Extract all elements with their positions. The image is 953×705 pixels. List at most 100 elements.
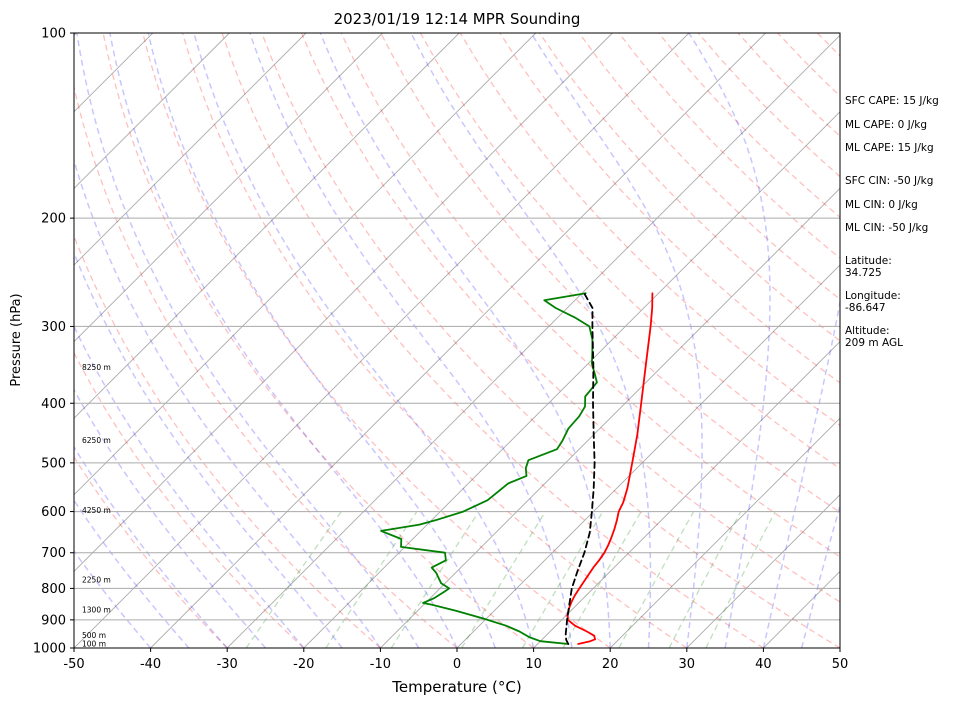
moist-adiabat bbox=[76, 33, 420, 648]
altitude-value: 209 m AGL bbox=[845, 337, 903, 349]
mixing-ratio-line bbox=[705, 511, 776, 648]
moist-adiabat bbox=[762, 298, 840, 648]
dry-adiabat bbox=[102, 33, 534, 648]
temperature-line bbox=[566, 292, 654, 645]
mixing-ratio-line bbox=[325, 511, 418, 648]
isotherm-line bbox=[150, 33, 766, 648]
y-tick-label: 400 bbox=[41, 397, 66, 412]
dry-adiabat bbox=[74, 351, 305, 648]
latitude-value: 34.725 bbox=[845, 267, 882, 279]
isotherm-line bbox=[74, 33, 613, 573]
dry-adiabat bbox=[181, 33, 688, 648]
mixing-ratio-line bbox=[668, 511, 742, 648]
ml-cin-text-2: ML CIN: -50 J/kg bbox=[845, 222, 929, 234]
x-tick-label: -40 bbox=[140, 657, 161, 672]
isotherm-line bbox=[456, 264, 840, 648]
sfc-cape-text: SFC CAPE: 15 J/kg bbox=[845, 95, 939, 107]
y-tick-label: 600 bbox=[41, 505, 66, 520]
ml-cape-text-2: ML CAPE: 15 J/kg bbox=[845, 142, 934, 154]
y-tick-label: 900 bbox=[41, 613, 66, 628]
moist-adiabat bbox=[319, 33, 611, 648]
height-label: 6250 m bbox=[82, 436, 111, 445]
x-axis-ticks: -50 -40 -30 -20 -10 0 10 20 30 40 50 bbox=[63, 648, 848, 672]
isotherm-line bbox=[609, 417, 840, 648]
dry-adiabat bbox=[142, 33, 611, 648]
dry-adiabat bbox=[74, 234, 381, 648]
mixing-ratio-line bbox=[521, 511, 604, 648]
moist-adiabat bbox=[688, 33, 771, 648]
x-tick-label: 20 bbox=[602, 657, 619, 672]
y-axis-label: Pressure (hPa) bbox=[9, 293, 24, 386]
x-tick-label: 50 bbox=[832, 657, 849, 672]
moist-adiabat bbox=[109, 33, 458, 648]
isotherm-line bbox=[380, 187, 840, 648]
y-tick-label: 700 bbox=[41, 546, 66, 561]
height-label: 100 m bbox=[82, 639, 106, 648]
isotherm-line bbox=[686, 494, 840, 648]
chart-title: 2023/01/19 12:14 MPR Sounding bbox=[334, 10, 581, 28]
x-axis-label: Temperature (°C) bbox=[391, 678, 521, 696]
y-tick-label: 200 bbox=[41, 212, 66, 227]
background-lines bbox=[74, 33, 840, 648]
moist-adiabat bbox=[74, 499, 190, 648]
isotherm-line bbox=[74, 33, 537, 496]
isotherm-line bbox=[74, 33, 230, 190]
height-label: 4250 m bbox=[82, 506, 111, 515]
isotherm-line bbox=[74, 33, 460, 419]
dry-adiabat bbox=[261, 33, 840, 648]
y-tick-label: 300 bbox=[41, 320, 66, 335]
x-tick-label: -30 bbox=[217, 657, 238, 672]
moist-adiabat bbox=[193, 33, 535, 648]
x-tick-label: 40 bbox=[755, 657, 772, 672]
sounding-profiles bbox=[380, 292, 654, 645]
ml-cape-text-1: ML CAPE: 0 J/kg bbox=[845, 119, 928, 131]
dewpoint-line bbox=[380, 292, 598, 645]
x-tick-label: -50 bbox=[63, 657, 84, 672]
isotherm-line bbox=[74, 33, 690, 648]
moist-adiabat bbox=[74, 445, 228, 648]
y-tick-label: 100 bbox=[41, 27, 66, 42]
x-tick-label: 10 bbox=[525, 657, 542, 672]
isobar-grid bbox=[74, 32, 840, 649]
dry-adiabat bbox=[221, 33, 764, 648]
isotherm-line bbox=[303, 111, 840, 648]
height-label: 2250 m bbox=[82, 575, 111, 584]
x-tick-label: -10 bbox=[370, 657, 391, 672]
ml-cin-text-1: ML CIN: 0 J/kg bbox=[845, 199, 918, 211]
plot-frame bbox=[73, 32, 841, 649]
dry-adiabat bbox=[578, 33, 840, 301]
parcel-path-line bbox=[564, 292, 596, 645]
y-axis-ticks: 1000 900 800 700 600 500 400 300 200 100 bbox=[33, 27, 74, 657]
latitude-label: Latitude: bbox=[845, 255, 892, 267]
moist-adiabat bbox=[74, 157, 382, 648]
height-label: 1300 m bbox=[82, 606, 111, 615]
isotherm-line bbox=[226, 34, 840, 648]
moist-adiabat bbox=[410, 33, 652, 648]
moist-adiabat bbox=[530, 33, 703, 648]
sfc-cin-text: SFC CIN: -50 J/kg bbox=[845, 175, 934, 187]
moist-adiabat bbox=[800, 503, 840, 648]
moist-adiabat bbox=[249, 33, 573, 648]
isotherm-line bbox=[74, 33, 307, 266]
moist-adiabat bbox=[147, 33, 497, 648]
x-tick-label: 30 bbox=[679, 657, 696, 672]
moist-adiabat bbox=[74, 250, 343, 648]
mixing-ratio-line bbox=[562, 511, 642, 648]
height-label: 500 m bbox=[82, 631, 106, 640]
x-tick-label: 0 bbox=[453, 657, 461, 672]
longitude-label: Longitude: bbox=[845, 290, 901, 302]
moist-adiabat bbox=[74, 388, 267, 648]
dry-adiabat bbox=[74, 84, 458, 648]
mixing-ratio-line bbox=[618, 511, 695, 648]
y-tick-label: 500 bbox=[41, 456, 66, 471]
height-label: 8250 m bbox=[82, 363, 111, 372]
y-tick-label: 800 bbox=[41, 582, 66, 597]
isotherm-line bbox=[533, 340, 840, 648]
y-tick-label: 1000 bbox=[33, 642, 66, 657]
longitude-value: -86.647 bbox=[845, 302, 886, 314]
isotherm-line bbox=[74, 33, 383, 343]
mixing-ratio-line bbox=[461, 511, 547, 648]
x-tick-label: -20 bbox=[293, 657, 314, 672]
